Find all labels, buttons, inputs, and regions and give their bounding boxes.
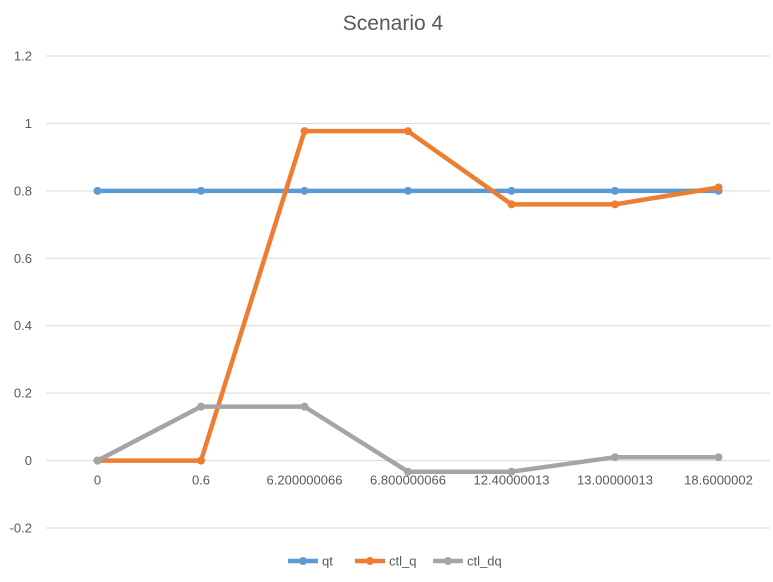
- legend-swatch-marker: [366, 557, 374, 565]
- data-point: [93, 186, 102, 195]
- x-tick-label: 12.40000013: [474, 473, 550, 488]
- data-point: [197, 456, 205, 465]
- y-axis-tick-labels: 1.2 1 0.8 0.6 0.4 0.2 0 -0.2: [10, 49, 32, 536]
- series-qt: [93, 186, 723, 195]
- legend-item-ctl_dq: ctl_dq: [433, 554, 502, 569]
- legend-label: ctl_q: [389, 554, 416, 569]
- series-ctl_dq: [93, 402, 723, 476]
- data-point: [507, 186, 516, 195]
- y-tick-label: 0: [25, 453, 32, 468]
- data-point: [507, 200, 516, 209]
- data-point: [300, 127, 309, 136]
- data-point: [404, 186, 412, 195]
- data-point: [611, 200, 619, 209]
- y-tick-label: 0.8: [14, 183, 32, 198]
- legend-label: ctl_dq: [467, 554, 502, 569]
- data-point: [93, 456, 102, 465]
- x-tick-label: 6.200000066: [267, 473, 343, 488]
- data-point: [300, 402, 309, 411]
- y-tick-label: 0.2: [14, 386, 32, 401]
- x-tick-label: 18.6000002: [684, 473, 753, 488]
- legend-swatch-marker: [444, 557, 452, 565]
- x-tick-label: 0: [94, 473, 101, 488]
- legend-swatch-marker: [299, 557, 307, 565]
- y-tick-label: 0.4: [14, 318, 32, 333]
- data-point: [197, 402, 205, 411]
- data-point: [714, 453, 723, 462]
- y-tick-label: 1.2: [14, 49, 32, 64]
- data-point: [404, 127, 412, 136]
- data-point: [507, 467, 516, 476]
- legend-item-ctl_q: ctl_q: [355, 554, 416, 569]
- series-lines: [93, 127, 723, 476]
- data-point: [300, 186, 309, 195]
- data-point: [611, 186, 619, 195]
- y-tick-label: 0.6: [14, 251, 32, 266]
- data-point: [714, 183, 723, 192]
- data-point: [611, 453, 619, 462]
- data-point: [404, 467, 412, 476]
- x-tick-label: 13.00000013: [577, 473, 653, 488]
- data-point: [197, 186, 205, 195]
- y-tick-label: -0.2: [10, 521, 32, 536]
- legend: qt ctl_q ctl_dq: [288, 554, 502, 569]
- x-axis-tick-labels: 0 0.6 6.200000066 6.800000066 12.40000013 13.…: [94, 473, 753, 488]
- legend-item-qt: qt: [288, 554, 333, 569]
- legend-label: qt: [322, 554, 333, 569]
- x-tick-label: 6.800000066: [370, 473, 446, 488]
- x-tick-label: 0.6: [192, 473, 210, 488]
- chart-title: Scenario 4: [343, 12, 444, 35]
- y-tick-label: 1: [25, 116, 32, 131]
